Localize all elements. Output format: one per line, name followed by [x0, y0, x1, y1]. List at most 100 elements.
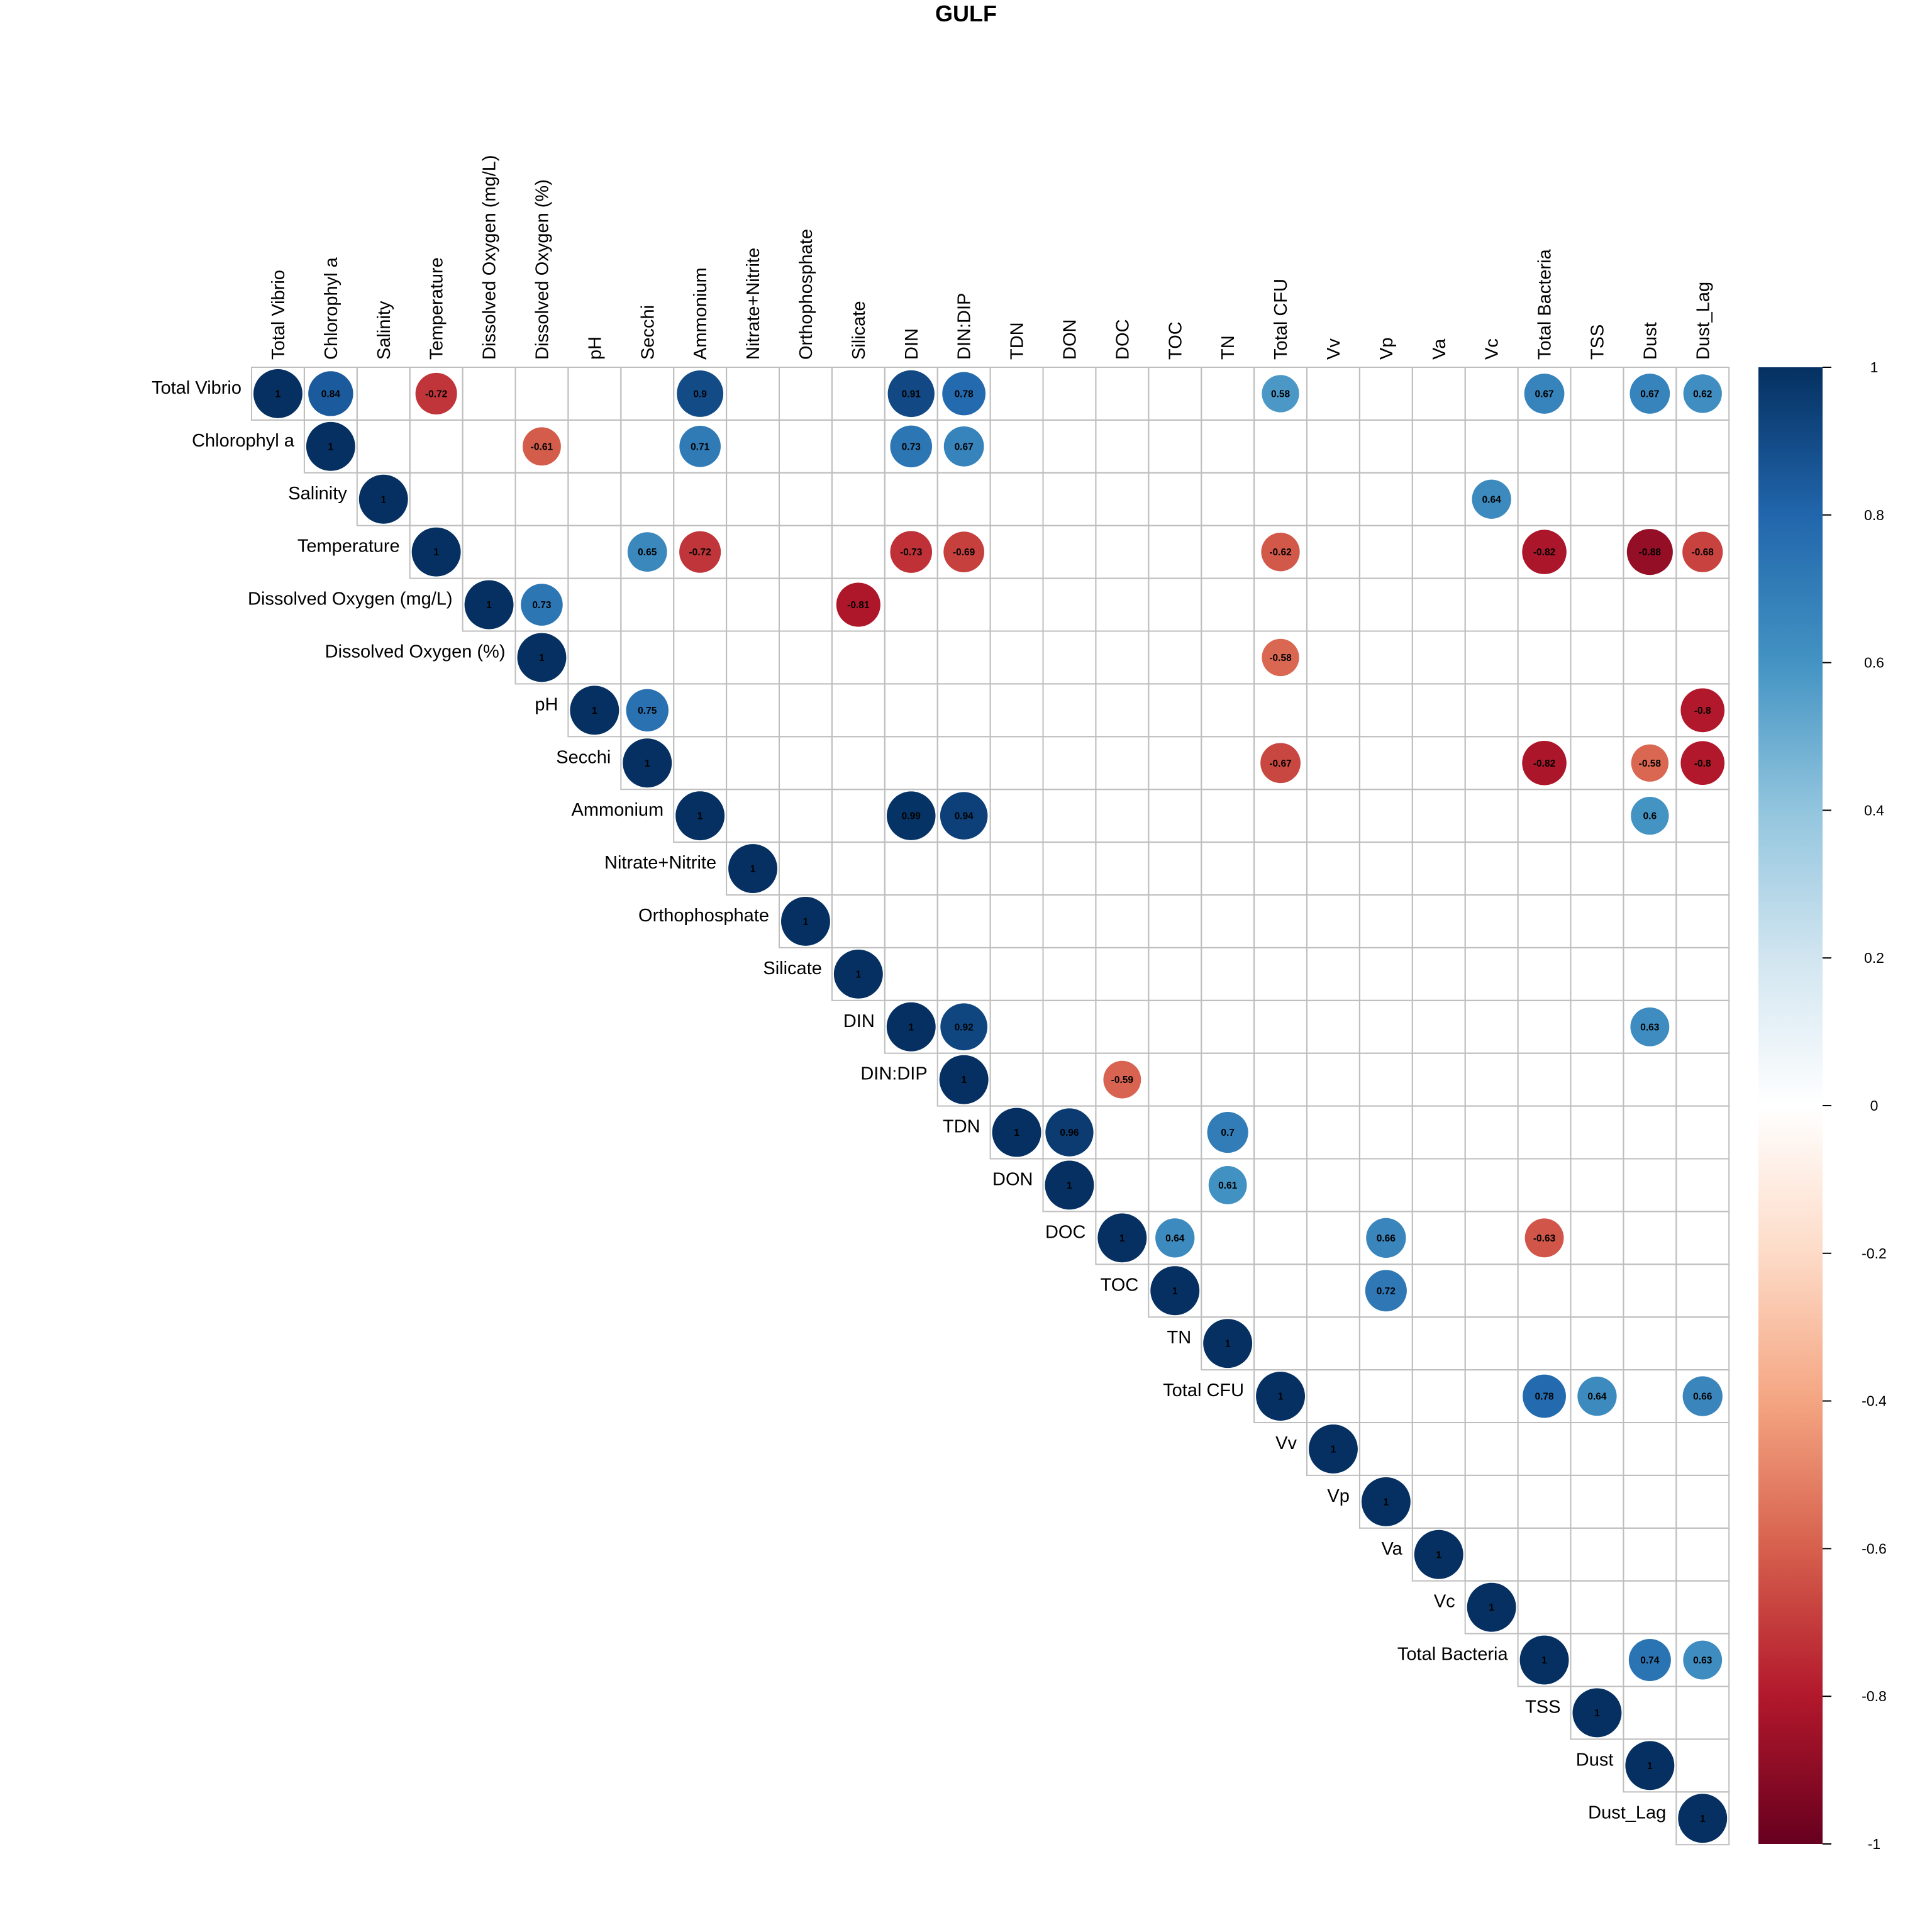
row-label-secchi: Secchi [556, 747, 611, 767]
grid-cell [1570, 1105, 1624, 1160]
grid-cell [1411, 1474, 1466, 1529]
grid-cell [1675, 947, 1730, 1001]
grid-cell [1464, 736, 1519, 791]
correlation-circle-don-don [1045, 1160, 1094, 1210]
grid-cell [567, 367, 622, 421]
correlation-value-label: 1 [1489, 1602, 1494, 1613]
correlation-value-label: 0.66 [1377, 1233, 1396, 1244]
grid-cell [1095, 577, 1150, 632]
correlation-circle-temperature-din [890, 531, 933, 573]
row-label-dissolved-oxygen-mg-l: Dissolved Oxygen (mg/L) [248, 589, 453, 609]
grid-cell [1464, 1316, 1519, 1371]
grid-cell [1517, 1527, 1572, 1582]
column-label-din-dip: DIN:DIP [955, 293, 975, 360]
grid-cell [1623, 419, 1677, 474]
grid-cell [779, 841, 833, 896]
correlation-value-label: 1 [1436, 1550, 1441, 1560]
grid-cell [1464, 630, 1519, 685]
grid-cell [779, 736, 833, 791]
grid-cell [1306, 1316, 1360, 1371]
grid-cell [1201, 841, 1255, 896]
grid-cell [1358, 577, 1413, 632]
correlation-circle-tdn-tdn [992, 1108, 1041, 1157]
grid-cell [462, 472, 516, 526]
grid-cell [1201, 947, 1255, 1001]
correlation-circle-din-din-dip [940, 1003, 988, 1051]
correlation-value-label: 1 [1700, 1814, 1706, 1824]
grid-cell [1201, 577, 1255, 632]
grid-cell [779, 789, 833, 843]
grid-cell [1411, 999, 1466, 1054]
correlation-circle-secchi-dust [1631, 744, 1669, 782]
grid-cell [1411, 1211, 1466, 1265]
grid-cell [989, 841, 1044, 896]
grid-cell [1517, 999, 1572, 1054]
grid-cell [1358, 1158, 1413, 1213]
grid-cell [1095, 894, 1150, 948]
correlation-circle-toc-vp [1365, 1270, 1407, 1312]
grid-cell [1675, 1580, 1730, 1635]
colorbar-tick-label: 0 [1870, 1097, 1879, 1114]
grid-cell [1201, 1263, 1255, 1318]
grid-cell [1358, 419, 1413, 474]
grid-cell [1570, 1158, 1624, 1213]
correlation-value-label: 0.67 [1535, 389, 1553, 399]
correlation-circle-dust-lag-dust-lag [1678, 1794, 1728, 1843]
correlation-value-label: 0.92 [955, 1022, 974, 1033]
grid-cell [1570, 1527, 1624, 1582]
correlation-circle-dissolved-oxygen-total-cfu [1262, 638, 1299, 677]
grid-cell [1570, 947, 1624, 1001]
correlation-value-label: 0.64 [1165, 1233, 1185, 1244]
grid-cell [779, 419, 833, 474]
correlation-circle-tss-tss [1572, 1688, 1622, 1738]
grid-cell [1675, 1738, 1730, 1793]
correlation-circle-dissolved-oxygen-mg-l-silicate [836, 582, 880, 627]
row-label-doc: DOC [1045, 1222, 1085, 1242]
grid-cell [831, 789, 886, 843]
column-label-tss: TSS [1587, 325, 1607, 360]
column-label-total-cfu: Total CFU [1271, 279, 1291, 360]
grid-cell [1464, 419, 1519, 474]
correlation-circle-total-vibrio-total-bacteria [1524, 374, 1565, 414]
grid-cell [1095, 789, 1150, 843]
grid-cell [1201, 683, 1255, 738]
correlation-value-label: 0.66 [1693, 1392, 1713, 1402]
grid-cell [989, 894, 1044, 948]
correlation-circle-chlorophyl-a-chlorophyl-a [306, 421, 355, 471]
grid-cell [1253, 472, 1307, 526]
grid-cell [779, 367, 833, 421]
grid-cell [936, 683, 991, 738]
grid-cell [1570, 683, 1624, 738]
grid-cell [1517, 1474, 1572, 1529]
correlation-circle-total-bacteria-dust-lag [1683, 1640, 1723, 1680]
grid-cell [1517, 1263, 1572, 1318]
grid-cell [989, 947, 1044, 1001]
correlation-value-label: -0.82 [1533, 547, 1555, 558]
grid-cell [1253, 789, 1307, 843]
correlation-circle-total-cfu-total-bacteria [1523, 1374, 1566, 1418]
grid-cell [1201, 789, 1255, 843]
correlation-circle-temperature-total-cfu [1261, 532, 1300, 572]
colorbar-tick-label: -0.2 [1862, 1245, 1887, 1262]
grid-cell [1570, 367, 1624, 421]
correlation-circle-doc-doc [1097, 1213, 1147, 1263]
grid-cell [1306, 683, 1360, 738]
grid-cell [989, 1052, 1044, 1107]
grid-cell [1464, 367, 1519, 421]
grid-cell [1042, 1052, 1097, 1107]
grid-cell [673, 736, 728, 791]
row-label-vp: Vp [1327, 1486, 1349, 1506]
correlation-value-label: 0.67 [1640, 389, 1659, 399]
grid-cell [1623, 1527, 1677, 1582]
grid-cell [1201, 1211, 1255, 1265]
grid-cell [726, 577, 780, 632]
correlation-value-label: -0.63 [1533, 1233, 1556, 1244]
grid-cell [567, 577, 622, 632]
grid-cell [1675, 894, 1730, 948]
grid-cell [1464, 999, 1519, 1054]
grid-cell [1623, 1052, 1677, 1107]
correlation-circle-doc-toc [1155, 1218, 1195, 1258]
grid-cell [1148, 736, 1202, 791]
row-label-va: Va [1381, 1539, 1402, 1559]
correlation-value-label: 0.73 [532, 600, 552, 611]
